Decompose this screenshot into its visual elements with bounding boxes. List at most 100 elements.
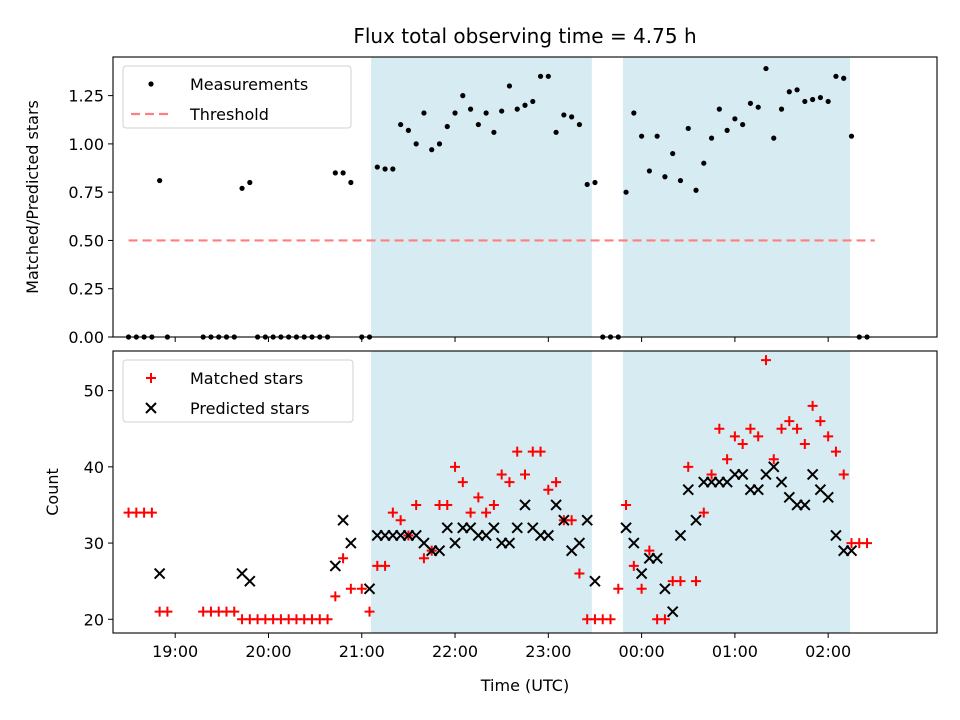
data-point (473, 492, 484, 503)
data-point (830, 529, 842, 542)
legend: Measurements Threshold (122, 65, 352, 129)
data-point (511, 522, 523, 534)
data-point (247, 179, 253, 186)
data-point (825, 98, 831, 105)
data-point (698, 507, 709, 518)
data-point (685, 125, 691, 132)
legend-marker (146, 373, 156, 383)
data-point (745, 423, 756, 434)
y-axis-label: Matched/Predicted stars (23, 100, 42, 294)
data-point (418, 553, 429, 564)
data-point (581, 514, 593, 526)
data-point (677, 177, 684, 184)
data-point (405, 127, 411, 133)
x-tick-label: 23:00 (525, 642, 571, 661)
data-point (561, 112, 567, 118)
data-point (444, 123, 450, 130)
data-point (553, 129, 559, 135)
legend-box (122, 65, 352, 129)
legend-box (122, 359, 354, 423)
observing-span-1 (371, 351, 592, 633)
bottom-panel: 20 30 40 50 19:00 20:00 21:00 22:00 23:00 00:00 01… (43, 350, 938, 661)
data-point (566, 515, 577, 526)
legend-label: Measurements (190, 75, 308, 94)
data-point (421, 110, 427, 116)
data-point (551, 477, 562, 488)
data-point (514, 106, 520, 112)
data-point (784, 416, 795, 427)
data-point (374, 164, 380, 170)
y-axis-label: Count (43, 468, 62, 516)
axes-frame (112, 56, 938, 338)
data-point (636, 583, 647, 594)
data-point (345, 537, 357, 549)
data-point (644, 545, 655, 556)
data-point (646, 168, 652, 174)
data-point (558, 514, 570, 526)
data-point (457, 477, 468, 488)
data-point (708, 135, 715, 141)
data-point (332, 170, 338, 176)
series-measurements (125, 65, 870, 340)
chart-title: Flux total observing time = 4.75 h (353, 24, 696, 48)
data-point (806, 468, 819, 481)
data-point (693, 187, 699, 193)
data-point (662, 174, 668, 180)
data-point (815, 416, 826, 427)
data-point (337, 514, 349, 526)
data-point (452, 110, 458, 116)
data-point (589, 575, 601, 587)
data-point (755, 104, 761, 110)
data-point (771, 135, 777, 141)
legend-marker (148, 81, 154, 87)
data-point (822, 491, 834, 504)
data-point (639, 133, 645, 139)
data-point (631, 110, 637, 116)
x-tick-label: 21:00 (339, 642, 385, 661)
data-point (488, 522, 500, 534)
y-tick-label: 30 (84, 534, 104, 553)
data-point (605, 614, 616, 625)
data-point (810, 96, 816, 103)
data-point (542, 529, 555, 542)
data-point (701, 160, 707, 166)
data-point (545, 73, 551, 79)
data-point (491, 129, 497, 135)
data-point (433, 544, 446, 557)
data-point (329, 560, 342, 572)
data-point (460, 93, 466, 99)
data-point (504, 477, 515, 488)
data-point (778, 106, 785, 112)
data-point (620, 522, 632, 534)
data-point (613, 583, 624, 594)
x-tick-label: 20:00 (245, 642, 291, 661)
data-point (732, 116, 738, 122)
data-point (674, 529, 687, 542)
data-point (573, 537, 586, 549)
data-point (569, 114, 575, 120)
data-point (838, 469, 849, 480)
observing-span-2 (622, 351, 850, 633)
data-point (799, 438, 810, 449)
observing-span-2 (622, 57, 850, 337)
data-point (799, 499, 811, 511)
data-point (395, 515, 406, 526)
data-point (786, 89, 792, 95)
data-point (659, 614, 670, 625)
x-tick-label: 00:00 (619, 642, 665, 661)
data-point (760, 355, 771, 366)
y-tick-label: 0.25 (68, 280, 104, 299)
data-point (802, 98, 808, 105)
data-point (621, 499, 632, 510)
data-point (153, 567, 166, 580)
y-tick-label: 0.75 (68, 183, 104, 202)
data-point (449, 537, 461, 549)
y-tick-label: 0.50 (68, 231, 104, 250)
observing-span-1 (371, 57, 592, 337)
data-point (488, 499, 499, 510)
data-point (162, 606, 173, 617)
data-point (413, 141, 419, 147)
series-predicted-stars (153, 461, 858, 618)
data-point (706, 469, 717, 480)
